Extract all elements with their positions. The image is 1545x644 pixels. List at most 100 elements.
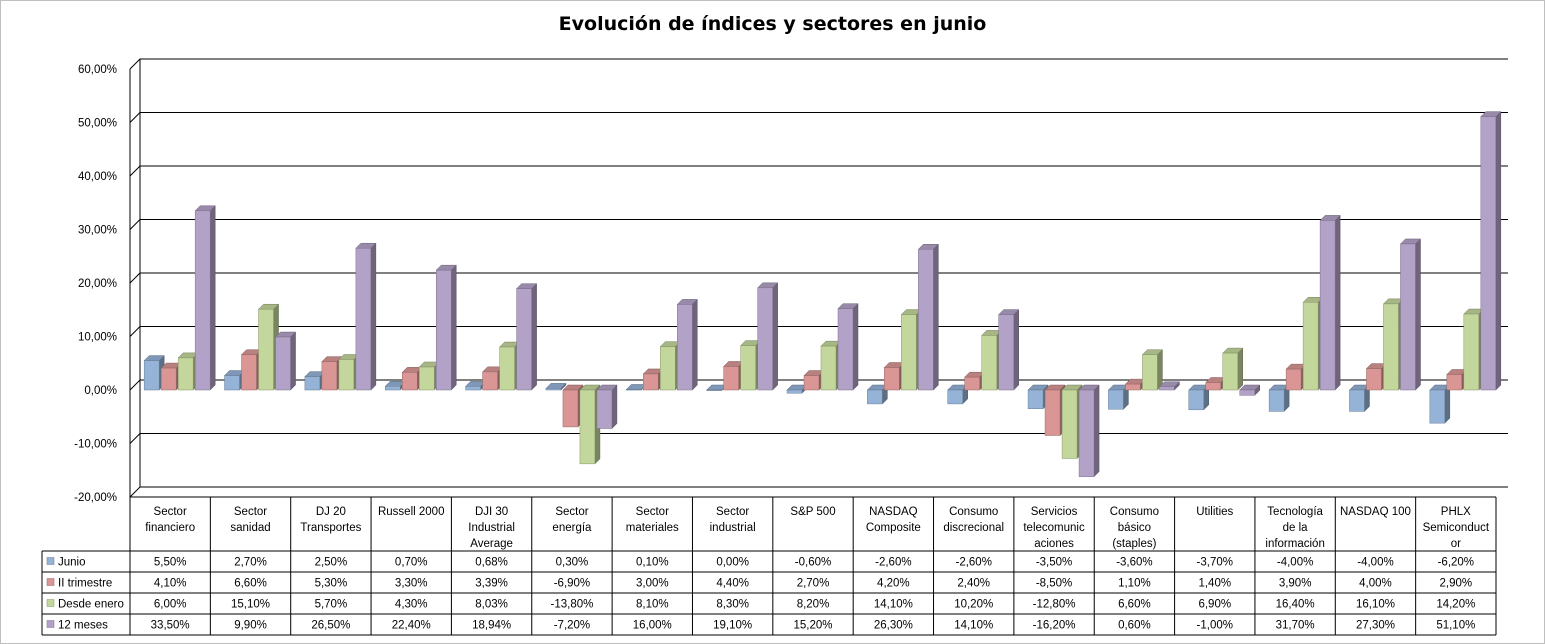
data-label: 18,94% [472, 620, 511, 632]
data-label: -3,50% [1036, 557, 1072, 569]
bar [1399, 238, 1422, 391]
y-tick-label: 20,00% [78, 278, 117, 290]
data-label: 0,70% [395, 557, 428, 569]
data-label: 2,70% [234, 557, 267, 569]
bar [1239, 384, 1261, 396]
gridline [129, 219, 1508, 230]
data-label: 0,00% [716, 557, 749, 569]
gridline [129, 58, 1508, 70]
data-label: 16,10% [1356, 599, 1395, 611]
gridline [129, 379, 1508, 391]
data-label: -6,90% [554, 578, 590, 590]
data-label: -0,60% [795, 557, 831, 569]
data-label: -8,50% [1036, 578, 1072, 590]
bar [1480, 111, 1502, 391]
data-label: 33,50% [151, 620, 190, 632]
chart-walls: 60,00% 50,00% 40,00% 30,00% 20,00% 10,00% 0,00… [74, 58, 1508, 504]
data-label: 5,30% [315, 578, 348, 590]
bar [596, 384, 618, 430]
bar [545, 382, 567, 391]
data-label: 2,50% [315, 557, 348, 569]
bars [143, 111, 1502, 478]
gridline [129, 112, 1508, 123]
data-label: 5,50% [154, 557, 187, 569]
data-label: 8,10% [636, 599, 669, 611]
data-label: 22,40% [392, 620, 431, 632]
gridline [129, 272, 1508, 284]
bar [338, 353, 360, 391]
data-label: 8,30% [716, 599, 749, 611]
data-label: 19,10% [713, 620, 752, 632]
data-label: -3,70% [1197, 557, 1233, 569]
data-label: 26,50% [311, 620, 350, 632]
gridline [129, 326, 1508, 337]
data-label: 1,40% [1198, 578, 1231, 590]
data-label: 4,20% [877, 578, 910, 590]
category-label: Sector industrial [710, 506, 756, 534]
data-label: 2,90% [1440, 578, 1473, 590]
chart-title: Evolución de índices y sectores en junio [558, 13, 987, 35]
legend-key [46, 557, 55, 565]
bar [401, 366, 423, 391]
data-label: 0,68% [475, 557, 508, 569]
legend-key [46, 599, 55, 607]
data-label: 27,30% [1356, 620, 1395, 632]
category-label: PHLX Semiconduct or [1423, 506, 1490, 550]
category-label: NASDAQ Composite [866, 506, 921, 534]
category-label: Sector materiales [626, 506, 679, 534]
data-label: 15,10% [231, 599, 270, 611]
series-name: Junio [58, 557, 86, 569]
data-label: 1,10% [1118, 578, 1151, 590]
bar [1268, 384, 1290, 413]
y-tick-label: 0,00% [84, 385, 117, 397]
data-table: Sector financiero Sector sanidad DJ 20 Transp… [41, 496, 1497, 636]
data-label: 8,03% [475, 599, 508, 611]
category-label: S&P 500 [790, 506, 835, 518]
bar [274, 331, 297, 391]
data-label: 2,70% [797, 578, 830, 590]
bar [1141, 349, 1164, 391]
category-label: Sector financiero [145, 506, 195, 534]
data-label: -4,00% [1277, 557, 1313, 569]
data-label: 4,10% [154, 578, 187, 590]
data-label: 0,10% [636, 557, 669, 569]
category-label: NASDAQ 100 [1340, 506, 1411, 518]
data-label: -12,80% [1033, 599, 1076, 611]
data-label: 3,30% [395, 578, 428, 590]
y-tick-label: -20,00% [74, 492, 117, 504]
legend-key [46, 578, 55, 586]
legend-key [46, 620, 55, 628]
data-label: 4,30% [395, 599, 428, 611]
series-name: Desde enero [58, 599, 124, 611]
data-label: 6,60% [234, 578, 267, 590]
data-label: 0,60% [1118, 620, 1151, 632]
bar [1348, 384, 1371, 413]
bar [435, 264, 457, 391]
data-label: 3,90% [1279, 578, 1312, 590]
category-label: DJI 30 Industrial Average [468, 506, 515, 550]
data-label: -4,00% [1357, 557, 1393, 569]
data-label: 26,30% [874, 620, 913, 632]
series-name: 12 meses [58, 620, 108, 632]
data-label: 9,90% [234, 620, 267, 632]
bar [418, 361, 440, 391]
data-label: 15,20% [793, 620, 832, 632]
data-label: 31,70% [1276, 620, 1315, 632]
bar [1446, 368, 1468, 391]
data-label: 3,39% [475, 578, 508, 590]
data-label: 14,10% [954, 620, 993, 632]
data-label: -1,00% [1197, 620, 1233, 632]
bar [562, 384, 584, 428]
bar [947, 384, 969, 405]
category-label: Consumo discrecional [943, 506, 1004, 534]
gridline [129, 433, 1508, 444]
category-label: DJ 20 Transportes [300, 506, 361, 534]
series-name: II trimestre [58, 578, 112, 590]
category-label: Sector energía [552, 506, 592, 534]
bar [1124, 378, 1147, 391]
y-tick-label: -10,00% [74, 439, 117, 451]
data-label: 14,20% [1436, 599, 1475, 611]
data-label: -6,20% [1438, 557, 1474, 569]
data-label: 4,40% [716, 578, 749, 590]
